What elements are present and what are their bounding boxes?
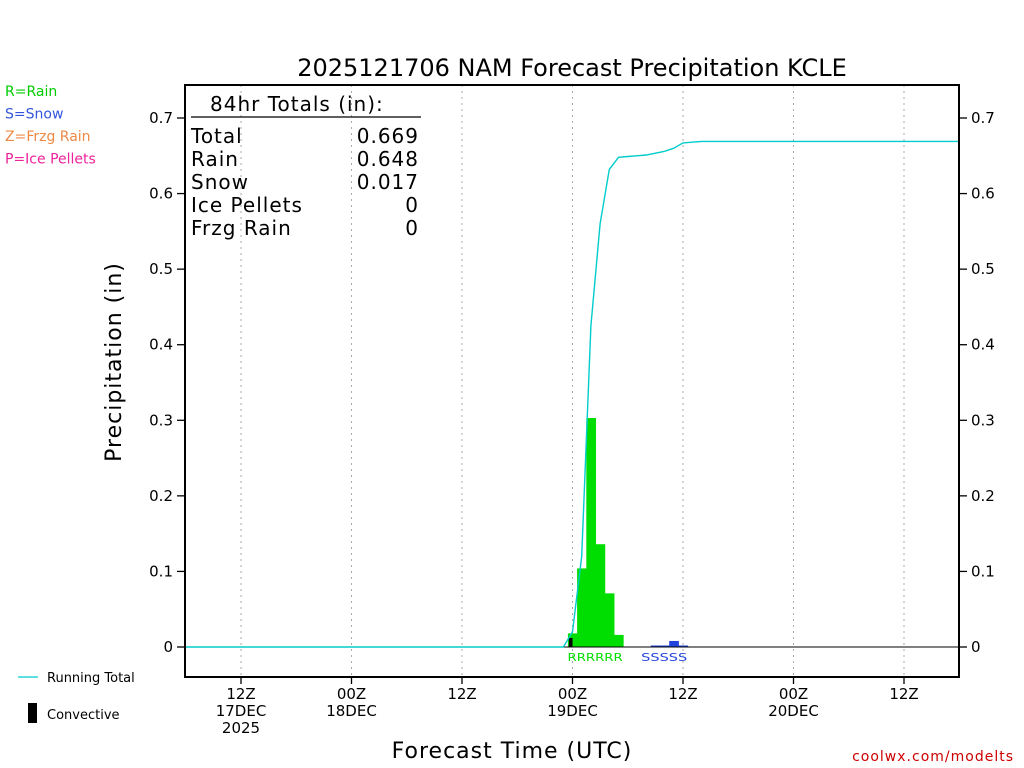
type-legend-3: P=Ice Pellets [5, 152, 96, 168]
totals-value-4: 0 [405, 216, 419, 240]
running-total-series [185, 140, 960, 648]
ytick-right-label-1: 0.1 [971, 562, 995, 580]
totals-label-2: Snow [191, 170, 249, 194]
precip-bar-0 [567, 633, 578, 647]
totals-value-0: 0.669 [357, 124, 419, 148]
totals-label-3: Ice Pellets [191, 193, 303, 217]
ytick-left-label-6: 0.6 [149, 185, 173, 203]
ytick-right-label-2: 0.2 [971, 487, 995, 505]
totals-label-0: Total [190, 124, 243, 148]
xtick-label-3-1: 00Z [558, 685, 587, 703]
type-legend-2: Z=Frzg Rain [5, 129, 91, 145]
xtick-label-1-2: 18DEC [326, 702, 377, 720]
totals-value-3: 0 [405, 193, 419, 217]
line-legend: Running Total Convective [18, 671, 135, 723]
totals-box: 84hr Totals (in): Total 0.669 Rain 0.648 Sno… [190, 92, 421, 240]
xtick-label-0-3: 2025 [222, 719, 260, 737]
ytick-right-label-0: 0 [971, 638, 981, 656]
x-axis-label: Forecast Time (UTC) [392, 739, 633, 764]
ytick-left-label-1: 0.1 [149, 562, 173, 580]
type-marker-0: RRRRRR [568, 651, 624, 664]
totals-value-2: 0.017 [357, 170, 419, 194]
ytick-right-label-7: 0.7 [971, 109, 995, 127]
convective-bar-0 [568, 637, 573, 647]
precip-bar-9 [678, 645, 689, 647]
xtick-label-1-1: 00Z [337, 685, 366, 703]
precip-bar-2 [586, 418, 597, 647]
precip-bars [567, 418, 689, 647]
precip-type-legend: R=Rain S=Snow Z=Frzg Rain P=Ice Pellets [5, 84, 96, 168]
totals-label-4: Frzg Rain [191, 216, 292, 240]
ytick-right-label-6: 0.6 [971, 185, 995, 203]
xtick-label-2-1: 12Z [447, 685, 476, 703]
convective-legend-label: Convective [47, 708, 120, 723]
y-axis-label: Precipitation (in) [102, 262, 127, 462]
ytick-left-label-0: 0 [163, 638, 173, 656]
ytick-right-label-4: 0.4 [971, 336, 995, 354]
type-legend-1: S=Snow [5, 107, 63, 123]
xtick-label-3-2: 19DEC [547, 702, 598, 720]
totals-heading: 84hr Totals (in): [210, 92, 384, 116]
totals-value-1: 0.648 [357, 147, 419, 171]
type-marker-1: S [641, 651, 650, 664]
ytick-left-label-5: 0.5 [149, 260, 173, 278]
xtick-label-5-1: 00Z [779, 685, 808, 703]
precip-bar-1 [577, 568, 587, 647]
precip-bar-8 [669, 640, 679, 647]
convective-swatch [28, 703, 37, 723]
type-marker-2: SSSS [650, 651, 687, 664]
y-axis-left: 0 0.1 0.2 0.3 0.4 0.5 0.6 0.7 [149, 109, 185, 656]
y-axis-right: 0 0.1 0.2 0.3 0.4 0.5 0.6 0.7 [959, 109, 995, 656]
ytick-left-label-2: 0.2 [149, 487, 173, 505]
precip-bar-6 [650, 645, 661, 647]
running-total-legend-label: Running Total [47, 671, 135, 686]
type-legend-0: R=Rain [5, 84, 57, 100]
precip-type-markers: RRRRRR S SSSS [568, 651, 688, 664]
ytick-left-label-3: 0.3 [149, 411, 173, 429]
credit-text: coolwx.com/modelts [852, 749, 1014, 765]
ytick-left-label-4: 0.4 [149, 336, 173, 354]
precip-bar-4 [604, 593, 615, 647]
xtick-label-5-2: 20DEC [768, 702, 819, 720]
ytick-right-label-5: 0.5 [971, 260, 995, 278]
ytick-left-label-7: 0.7 [149, 109, 173, 127]
xtick-label-4-1: 12Z [668, 685, 697, 703]
precip-bar-5 [613, 634, 624, 647]
xtick-label-0-2: 17DEC [216, 702, 267, 720]
precip-bar-3 [595, 544, 606, 647]
totals-label-1: Rain [191, 147, 239, 171]
precip-bar-7 [659, 645, 670, 647]
gridlines [240, 85, 905, 677]
running-total-line [185, 140, 960, 648]
chart-title: 2025121706 NAM Forecast Precipitation KC… [297, 54, 847, 82]
xtick-label-6-1: 12Z [889, 685, 918, 703]
xtick-label-0-1: 12Z [226, 685, 255, 703]
ytick-right-label-3: 0.3 [971, 411, 995, 429]
